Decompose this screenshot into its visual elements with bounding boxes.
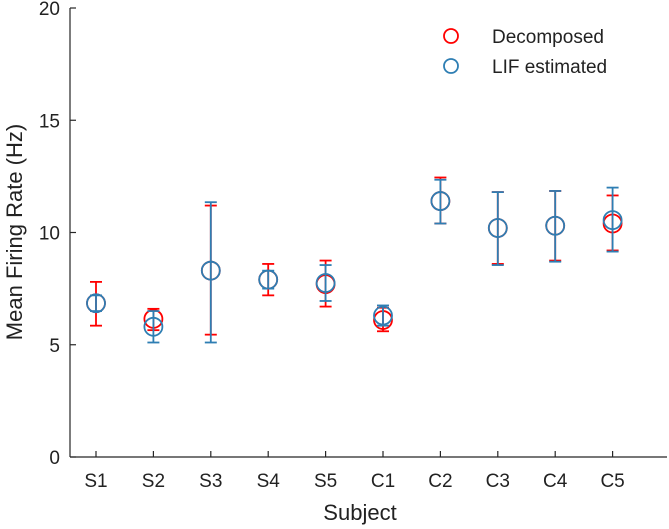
x-tick-label-s2: S2	[142, 471, 165, 492]
y-tick-label: 15	[39, 111, 60, 132]
data-point	[200, 260, 221, 281]
series-0	[86, 176, 623, 336]
data-point	[86, 293, 106, 314]
y-ticks: 0 5 10 15 20	[39, 0, 76, 469]
series-1	[86, 178, 623, 344]
x-tick-label-c3: C3	[486, 471, 510, 492]
y-tick-label: 20	[39, 0, 60, 20]
legend-label-lif: LIF estimated	[492, 57, 607, 78]
y-tick-label: 5	[49, 336, 60, 357]
y-tick-label: 0	[49, 448, 60, 469]
x-tick-label-c4: C4	[543, 471, 568, 492]
x-tick-label-c2: C2	[428, 471, 452, 492]
data-point	[258, 269, 279, 290]
data-point	[143, 316, 164, 337]
data-point	[373, 305, 393, 326]
x-tick-label-c5: C5	[600, 471, 624, 492]
x-tick-label-s4: S4	[257, 471, 281, 492]
x-tick-label-s3: S3	[199, 471, 222, 492]
y-axis-label: Mean Firing Rate (Hz)	[2, 124, 27, 340]
data-point	[430, 191, 451, 211]
data-point	[602, 210, 623, 231]
legend-marker-lif	[443, 58, 459, 74]
x-tick-label-s5: S5	[314, 471, 337, 492]
y-tick-label: 10	[39, 224, 60, 245]
x-tick-label-c1: C1	[371, 471, 395, 492]
data-point	[487, 218, 508, 238]
data-point	[315, 273, 336, 293]
x-axis-label: Subject	[323, 500, 396, 525]
data-point	[545, 215, 566, 236]
x-tick-label-s1: S1	[84, 471, 107, 492]
legend: Decomposed LIF estimated	[443, 27, 607, 78]
legend-marker-decomposed	[443, 28, 459, 44]
legend-label-decomposed: Decomposed	[492, 27, 604, 48]
series-layer	[86, 176, 623, 344]
x-ticks: S1 S2 S3 S4 S5 C1 C2 C3 C4 C5	[84, 451, 625, 492]
